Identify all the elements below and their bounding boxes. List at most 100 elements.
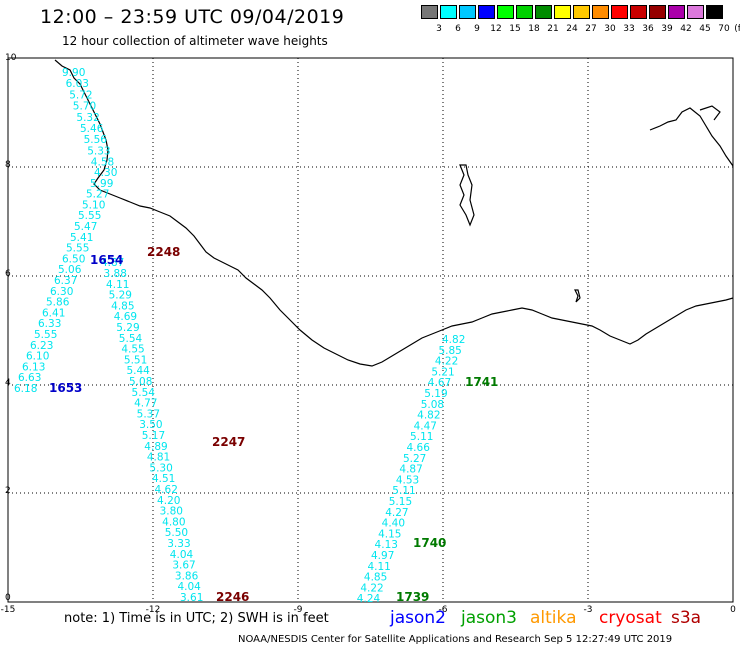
pass-time-label: 1653 [49, 381, 82, 395]
wave-height-label: 4.97 [371, 550, 394, 562]
wave-height-label: 5.72 [69, 89, 92, 101]
pass-time-label: 1739 [396, 590, 429, 604]
wave-height-label: 4.20 [157, 495, 180, 507]
color-scale-label: 9 [474, 24, 480, 34]
color-scale-label: 42 [680, 24, 692, 34]
wave-height-label: 3.61 [180, 592, 203, 604]
pass-time-label: 1741 [465, 375, 498, 389]
wave-height-label: 4.85 [364, 572, 387, 584]
color-scale-label: 30 [604, 24, 616, 34]
wave-height-label: 6.30 [50, 286, 73, 298]
color-scale-label: 18 [528, 24, 540, 34]
y-tick-label: 10 [5, 53, 17, 63]
wave-height-label: 4.87 [101, 257, 124, 269]
altimeter-tracks: 6.186.636.136.106.235.556.336.415.866.30… [14, 67, 465, 605]
wave-height-label: 5.27 [86, 189, 109, 201]
pass-time-label: 2248 [147, 245, 180, 259]
wave-height-label: 4.55 [121, 344, 144, 356]
wave-height-label: 3.88 [104, 268, 127, 280]
wave-height-label: 5.19 [424, 388, 447, 400]
wave-height-label: 4.51 [152, 473, 175, 485]
color-scale-label: 21 [547, 24, 559, 34]
x-axis-ticks: -15 -12 -9 -6 -3 0 [1, 605, 736, 615]
color-swatch [592, 5, 609, 19]
track-coast: 9.906.035.725.705.325.465.565.334.58 [62, 67, 114, 169]
wave-height-label: 4.27 [385, 507, 408, 519]
wave-height-label: 4.62 [155, 484, 178, 496]
wave-height-label: 5.17 [142, 430, 165, 442]
wave-height-label: 5.11 [392, 485, 415, 497]
color-scale-label: 3 [436, 24, 442, 34]
wave-height-label: 4.22 [435, 356, 458, 368]
wave-height-label: 6.50 [62, 253, 85, 265]
pass-time-label: 1740 [413, 536, 446, 550]
wave-height-label: 6.63 [18, 372, 41, 384]
wave-height-label: 5.37 [137, 408, 160, 420]
y-tick-label: 8 [5, 160, 11, 170]
wave-height-label: 5.44 [126, 365, 150, 377]
color-swatch [440, 5, 457, 19]
wave-height-label: 6.37 [54, 275, 77, 287]
wave-height-label: 5.54 [119, 333, 143, 345]
y-tick-label: 0 [5, 593, 11, 603]
track-east-1739: 4.825.854.225.214.675.195.084.824.475.11… [357, 334, 466, 605]
wave-height-label: 4.30 [94, 167, 117, 179]
wave-height-label: 4.80 [162, 516, 185, 528]
wave-height-label: 5.56 [84, 134, 108, 146]
x-tick-label: -15 [1, 605, 16, 615]
wave-height-label: 5.32 [76, 112, 99, 124]
wave-height-label: 4.85 [111, 300, 134, 312]
color-swatch [706, 5, 723, 19]
wave-height-label: 4.81 [147, 452, 170, 464]
coastline [54, 59, 734, 367]
wave-height-label: 4.58 [91, 157, 114, 169]
map-title: 12:00 – 23:59 UTC 09/04/2019 [40, 6, 345, 28]
wave-height-label: 9.90 [62, 67, 85, 79]
color-swatch [459, 5, 476, 19]
wave-height-label: 5.51 [124, 354, 147, 366]
wave-height-label: 4.67 [428, 377, 451, 389]
wave-height-label: 5.54 [132, 387, 156, 399]
pass-time-label: 2246 [216, 590, 249, 604]
track-mid-2247: 3.614.043.863.674.043.335.504.803.804.20… [101, 257, 203, 604]
wave-height-label: 4.04 [170, 549, 194, 561]
color-swatch [478, 5, 495, 19]
wave-height-label: 5.86 [46, 297, 70, 309]
wave-height-label: 4.13 [375, 539, 398, 551]
wave-height-label: 4.77 [134, 398, 157, 410]
wave-height-label: 5.50 [165, 527, 188, 539]
footer-note: note: 1) Time is in UTC; 2) SWH is in fe… [64, 611, 329, 626]
pass-time-label: 2247 [212, 435, 245, 449]
color-swatch [516, 5, 533, 19]
wave-height-label: 4.11 [367, 561, 390, 573]
color-swatch [687, 5, 704, 19]
wave-height-label: 6.10 [26, 351, 49, 363]
wave-height-label: 4.04 [177, 581, 201, 593]
wave-height-label: 5.10 [82, 199, 105, 211]
wave-height-label: 5.11 [410, 431, 433, 443]
x-tick-label: -9 [294, 605, 303, 615]
x-tick-label: -12 [146, 605, 161, 615]
wave-height-label: 4.40 [382, 518, 405, 530]
color-scale-label: 45 [699, 24, 711, 34]
map-subtitle: 12 hour collection of altimeter wave hei… [62, 34, 328, 48]
color-swatch [573, 5, 590, 19]
y-tick-label: 6 [5, 269, 11, 279]
color-scale-label: 27 [585, 24, 597, 34]
x-tick-label: -3 [584, 605, 593, 615]
wave-height-label: 4.53 [396, 474, 419, 486]
wave-height-label: 4.87 [399, 464, 422, 476]
wave-height-label: 5.08 [421, 399, 444, 411]
color-swatch [421, 5, 438, 19]
wave-height-label: 5.08 [129, 376, 152, 388]
wave-height-label: 4.11 [106, 279, 129, 291]
color-scale-label: 39 [661, 24, 673, 34]
legend-jason2: jason2 [390, 608, 446, 628]
wave-height-label: 5.99 [90, 178, 113, 190]
color-scale-label: 6 [455, 24, 461, 34]
color-swatch [668, 5, 685, 19]
pass-time-labels: 1654 2248 1653 2247 2246 1741 1740 1739 [49, 245, 498, 604]
legend-jason3: jason3 [461, 608, 517, 628]
wave-height-label: 6.33 [38, 318, 61, 330]
wave-height-label: 5.15 [389, 496, 412, 508]
